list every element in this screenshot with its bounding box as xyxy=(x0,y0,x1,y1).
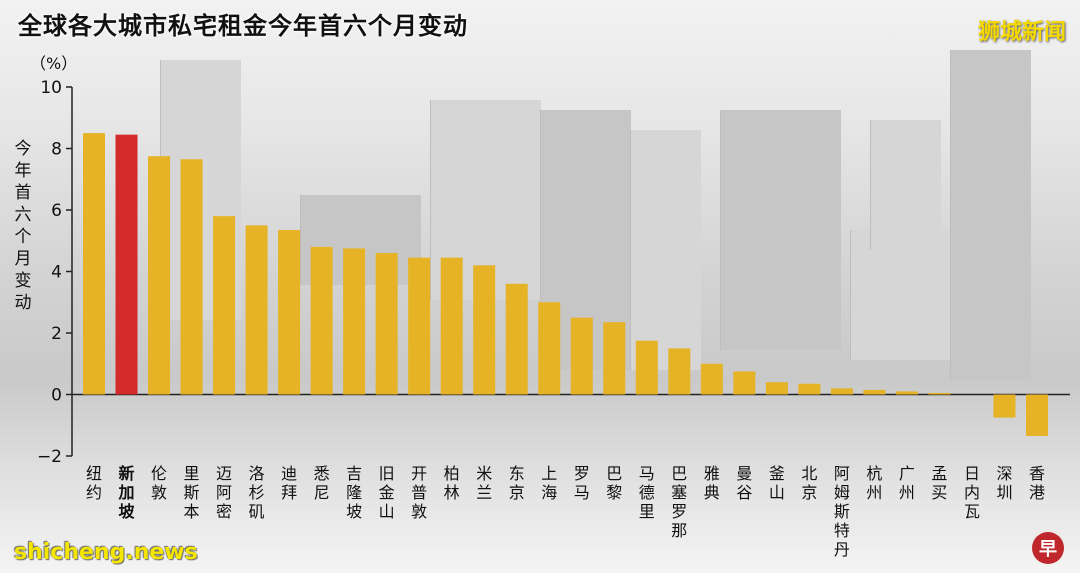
background-building xyxy=(950,50,1031,380)
bar-14 xyxy=(505,283,528,395)
y-axis-label-char: 首 xyxy=(14,183,32,203)
bar-20 xyxy=(700,363,723,395)
bar-18 xyxy=(635,340,658,395)
y-tick-label: 10 xyxy=(40,78,62,98)
brand-name: 狮城新闻 xyxy=(977,20,1066,45)
y-tick-label: −2 xyxy=(37,447,62,467)
bar-26 xyxy=(895,391,918,395)
y-tick-label: 4 xyxy=(51,263,62,283)
x-tick-label: 釜山 xyxy=(768,464,785,502)
bar-2 xyxy=(115,134,138,395)
y-tick-label: 2 xyxy=(51,324,62,344)
bar-7 xyxy=(278,229,301,395)
x-tick-label: 伦敦 xyxy=(151,464,168,502)
bar-22 xyxy=(765,382,788,395)
bar-6 xyxy=(245,225,268,395)
bar-29 xyxy=(993,394,1016,418)
y-axis-label-char: 月 xyxy=(14,249,32,269)
x-tick-label: 北京 xyxy=(801,464,818,502)
x-tick-label: 开普敦 xyxy=(411,464,428,521)
background-building xyxy=(870,120,941,250)
y-tick-label: 0 xyxy=(51,386,62,406)
unit-label: （%） xyxy=(30,54,78,73)
bar-24 xyxy=(830,388,853,395)
bar-12 xyxy=(440,257,463,395)
x-tick-label: 阿姆斯特丹 xyxy=(833,464,850,559)
x-tick-label: 吉隆坡 xyxy=(346,464,363,521)
y-axis-label: 今年首六个月变动 xyxy=(12,138,34,314)
x-tick-label: 罗马 xyxy=(573,464,590,502)
bar-30 xyxy=(1026,394,1048,437)
background-building xyxy=(630,130,701,370)
x-tick-label: 旧金山 xyxy=(378,464,395,521)
x-tick-label: 曼谷 xyxy=(736,464,753,502)
x-tick-label: 纽约 xyxy=(85,464,102,502)
bar-13 xyxy=(473,265,496,395)
title-box: 全球各大城市私宅租金今年首六个月变动 xyxy=(8,6,478,40)
bar-25 xyxy=(863,389,886,395)
bar-19 xyxy=(668,348,691,395)
x-tick-label: 里斯本 xyxy=(183,464,200,521)
x-tick-label: 孟买 xyxy=(931,464,948,502)
x-tick-label: 东京 xyxy=(508,464,525,502)
x-tick-label: 日内瓦 xyxy=(963,464,980,521)
bar-9 xyxy=(343,248,366,395)
y-tick-label: 8 xyxy=(51,140,62,160)
x-tick-label: 深圳 xyxy=(996,464,1013,502)
bar-27 xyxy=(928,392,951,395)
x-tick-label: 马德里 xyxy=(638,464,655,521)
chart-title: 全球各大城市私宅租金今年首六个月变动 xyxy=(18,11,468,40)
background-building xyxy=(720,110,841,350)
x-tick-label: 广州 xyxy=(898,464,915,502)
bar-10 xyxy=(375,253,398,395)
x-tick-label: 迈阿密 xyxy=(216,464,233,521)
y-axis-label-char: 六 xyxy=(14,205,32,225)
bar-5 xyxy=(213,216,236,395)
x-tick-label: 上海 xyxy=(541,464,558,502)
x-tick-label: 雅典 xyxy=(703,464,720,502)
bar-21 xyxy=(733,371,756,395)
y-axis-label-char: 年 xyxy=(14,161,32,181)
y-axis-label-char: 变 xyxy=(14,271,32,291)
watermark: shicheng.news xyxy=(14,540,198,565)
bar-3 xyxy=(148,156,171,395)
bar-15 xyxy=(538,302,561,395)
x-tick-label: 香港 xyxy=(1028,464,1045,502)
x-tick-label: 迪拜 xyxy=(281,464,298,502)
x-tick-label: 巴塞罗那 xyxy=(671,464,688,540)
bar-23 xyxy=(798,383,821,395)
bar-8 xyxy=(310,246,333,395)
bar-4 xyxy=(180,159,203,395)
y-axis-label-char: 今 xyxy=(14,139,32,159)
x-tick-label: 米兰 xyxy=(476,464,493,502)
x-tick-label: 悉尼 xyxy=(313,464,330,502)
x-tick-label: 杭州 xyxy=(866,464,883,502)
bar-1 xyxy=(83,133,105,395)
lianhe-zaobao-logo: 早 xyxy=(1032,532,1064,564)
x-tick-label: 新加坡 xyxy=(118,464,135,521)
x-tick-label: 柏林 xyxy=(443,464,460,502)
bar-11 xyxy=(408,257,431,395)
bar-16 xyxy=(570,317,593,395)
y-axis-label-char: 动 xyxy=(14,293,32,313)
bar-17 xyxy=(603,322,626,395)
y-axis-label-char: 个 xyxy=(14,227,32,247)
x-tick-label: 巴黎 xyxy=(606,464,623,502)
y-tick-label: 6 xyxy=(51,201,62,221)
x-tick-label: 洛杉矶 xyxy=(248,464,265,521)
